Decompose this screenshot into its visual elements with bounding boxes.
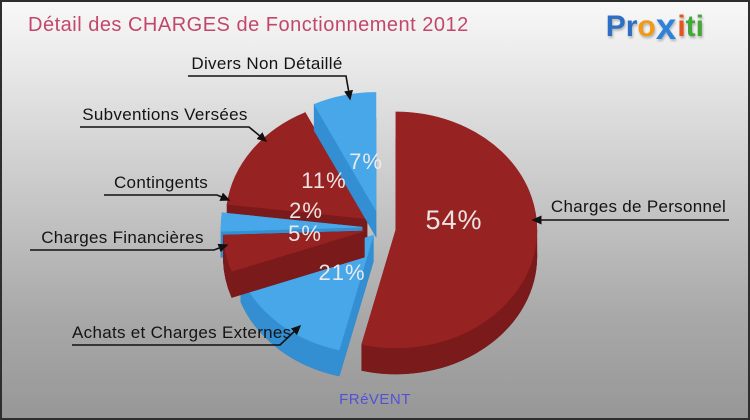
callout-arrow: [104, 192, 231, 201]
chart-title: Détail des CHARGES de Fonctionnement 201…: [28, 14, 469, 36]
pie-slice-percent-label: 11%: [301, 168, 346, 193]
pie-slice-percent-label: 21%: [318, 260, 365, 285]
logo-letter: i: [695, 10, 704, 43]
callout-label: Achats et Charges Externes: [72, 323, 292, 342]
town-label: FRéVENT: [339, 391, 411, 408]
logo-letter: x: [655, 6, 678, 47]
pie-slice-face: [361, 111, 538, 349]
logo-letter: t: [685, 10, 696, 43]
pie-slice-percent-label: 54%: [425, 205, 482, 235]
logo-letter: i: [677, 10, 686, 43]
logo-letter: r: [625, 10, 638, 43]
pie-slice-face: [220, 212, 363, 232]
callout-arrow: [188, 75, 353, 101]
callout-arrow: [72, 324, 302, 346]
callout-label: Subventions Versées: [82, 105, 248, 124]
proxiti-logo: Proxiti: [605, 6, 704, 47]
callout-label: Charges Financières: [41, 228, 204, 247]
callout-label: Charges de Personnel: [550, 197, 727, 216]
logo-letter: P: [605, 10, 626, 43]
callout-label: Divers Non Détaillé: [191, 54, 343, 73]
callout-arrow: [80, 126, 268, 142]
callout-label: Contingents: [113, 173, 209, 192]
callout-arrow: [30, 243, 229, 253]
pie-slice-percent-label: 7%: [349, 149, 383, 174]
pie-slice-face: [223, 230, 365, 272]
pie-slice-percent-label: 2%: [289, 198, 323, 223]
logo-letter: o: [637, 10, 656, 43]
pie-slice-percent-label: 5%: [288, 221, 322, 246]
